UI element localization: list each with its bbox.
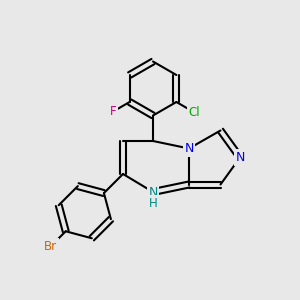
Text: H: H	[148, 197, 158, 210]
Text: N: N	[184, 142, 194, 155]
Text: F: F	[110, 105, 116, 118]
Text: N: N	[148, 185, 158, 199]
Text: N: N	[235, 151, 245, 164]
Text: Br: Br	[44, 240, 57, 253]
Text: Cl: Cl	[189, 106, 200, 119]
